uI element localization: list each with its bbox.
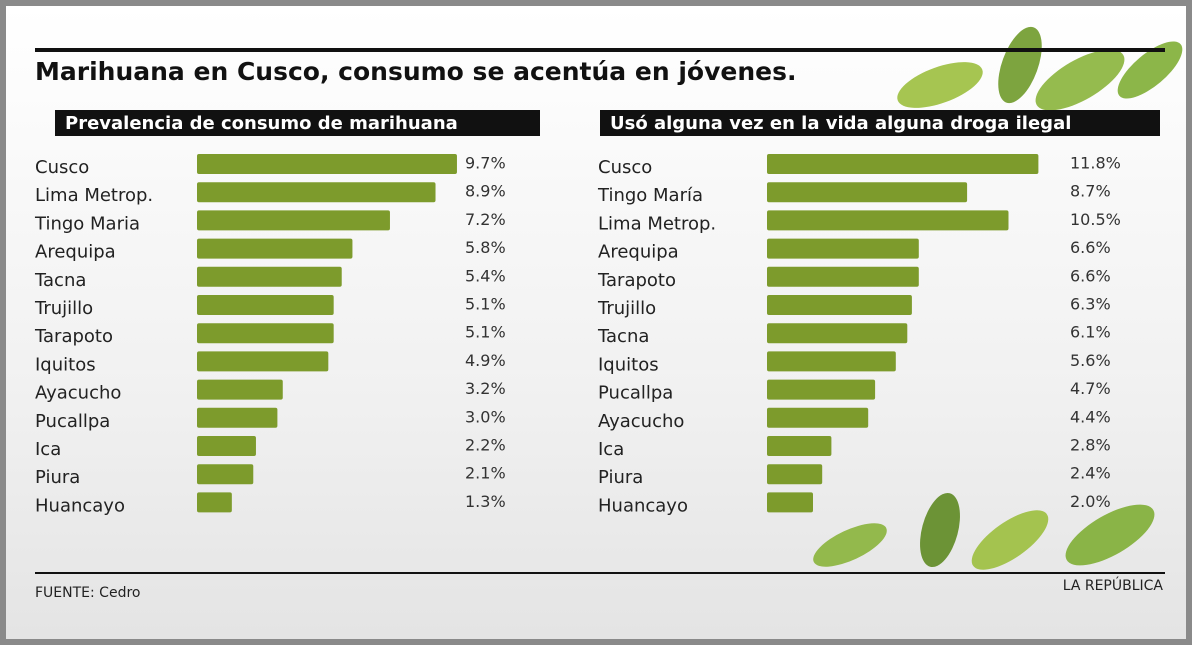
bar <box>767 154 1039 174</box>
source: FUENTE: Cedro <box>35 585 140 601</box>
bar <box>197 323 334 344</box>
value-label: 6.3% <box>1070 295 1111 314</box>
value-label: 2.1% <box>465 464 506 483</box>
value-label: 8.9% <box>465 182 506 201</box>
value-label: 9.7% <box>465 154 506 173</box>
category-label: Huancayo <box>35 495 125 516</box>
category-label: Tarapoto <box>597 270 676 291</box>
value-label: 5.1% <box>465 295 506 314</box>
category-label: Tacna <box>34 270 86 291</box>
panel-header-bg <box>55 110 540 136</box>
bar <box>197 407 278 428</box>
value-label: 11.8% <box>1070 154 1121 173</box>
value-label: 5.8% <box>465 238 506 257</box>
bar <box>767 464 823 485</box>
value-label: 5.6% <box>1070 351 1111 370</box>
bar <box>767 323 908 344</box>
category-label: Tacna <box>597 326 649 347</box>
category-label: Iquitos <box>598 354 659 375</box>
category-label: Piura <box>35 467 80 488</box>
value-label: 2.0% <box>1070 492 1111 511</box>
credit: LA REPÚBLICA <box>1063 576 1164 594</box>
bar <box>197 379 283 400</box>
value-label: 4.9% <box>465 351 506 370</box>
leaves <box>813 26 1183 570</box>
category-label: Tingo Maria <box>34 213 140 234</box>
value-label: 8.7% <box>1070 182 1111 201</box>
bar <box>767 238 919 259</box>
category-label: Ayacucho <box>598 411 684 432</box>
bar <box>197 154 457 174</box>
value-label: 4.4% <box>1070 407 1111 426</box>
bar <box>197 210 390 231</box>
category-label: Lima Metrop. <box>35 185 153 206</box>
value-label: 3.0% <box>465 407 506 426</box>
value-label: 2.8% <box>1070 436 1111 455</box>
bar <box>197 295 334 315</box>
value-label: 2.4% <box>1070 464 1111 483</box>
bar <box>767 492 813 513</box>
category-label: Pucallpa <box>35 411 110 432</box>
bar <box>197 464 254 485</box>
panel-header-bg <box>600 110 1160 136</box>
bar <box>767 266 919 287</box>
category-label: Arequipa <box>35 242 116 263</box>
bar <box>767 351 896 372</box>
bar <box>197 238 353 259</box>
category-label: Ayacucho <box>35 383 121 404</box>
category-label: Iquitos <box>35 354 96 375</box>
bar <box>197 182 436 203</box>
value-label: 7.2% <box>465 210 506 229</box>
panel-title: Usó alguna vez en la vida alguna droga i… <box>610 113 1071 134</box>
bar <box>767 210 1009 231</box>
value-label: 4.7% <box>1070 379 1111 398</box>
category-label: Cusco <box>598 157 652 178</box>
category-label: Tingo María <box>597 185 703 206</box>
category-label: Piura <box>598 467 643 488</box>
category-label: Arequipa <box>598 242 679 263</box>
value-label: 6.1% <box>1070 323 1111 342</box>
category-label: Trujillo <box>34 298 93 319</box>
category-label: Ica <box>35 439 61 460</box>
category-label: Trujillo <box>597 298 656 319</box>
bar <box>767 379 876 400</box>
bar <box>767 436 832 456</box>
value-label: 2.2% <box>465 436 506 455</box>
title: Marihuana en Cusco, consumo se acentúa e… <box>35 57 796 86</box>
panel-title: Prevalencia de consumo de marihuana <box>65 113 458 134</box>
value-label: 5.1% <box>465 323 506 342</box>
category-label: Cusco <box>35 157 89 178</box>
bar <box>197 351 329 372</box>
value-label: 1.3% <box>465 492 506 511</box>
category-label: Ica <box>598 439 624 460</box>
value-label: 3.2% <box>465 379 506 398</box>
value-label: 6.6% <box>1070 238 1111 257</box>
value-label: 5.4% <box>465 266 506 285</box>
bar <box>767 182 968 203</box>
bar <box>197 436 256 456</box>
category-label: Tarapoto <box>34 326 113 347</box>
category-label: Pucallpa <box>598 383 673 404</box>
bar <box>767 407 869 428</box>
value-label: 6.6% <box>1070 266 1111 285</box>
bar <box>197 492 232 513</box>
bar <box>197 266 342 287</box>
category-label: Lima Metrop. <box>598 213 716 234</box>
value-label: 10.5% <box>1070 210 1121 229</box>
bar <box>767 295 912 315</box>
category-label: Huancayo <box>598 495 688 516</box>
